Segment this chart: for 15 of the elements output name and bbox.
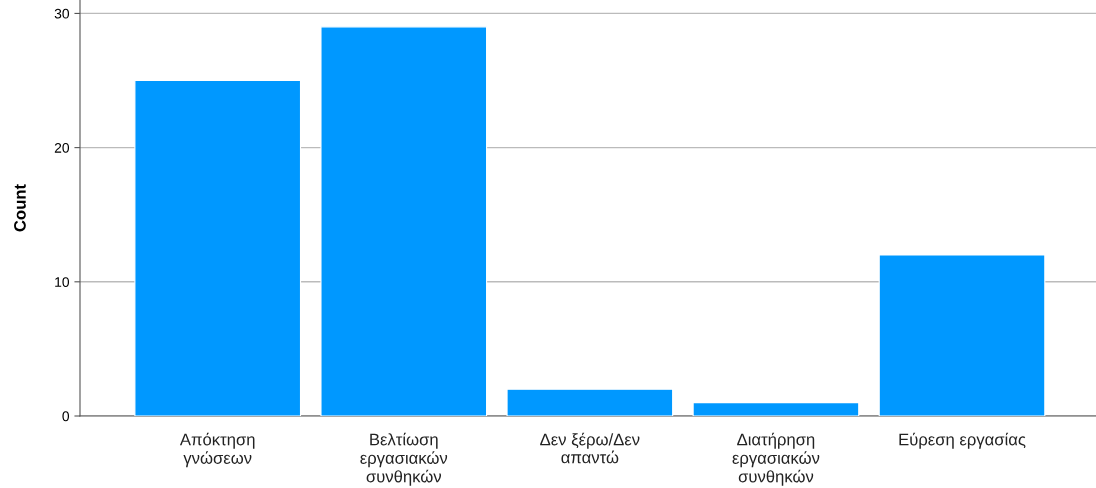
x-tick-label: Δεν ξέρω/Δεν απαντώ	[540, 432, 640, 464]
bar	[692, 402, 860, 416]
y-tick-label: 10	[55, 277, 70, 287]
y-tick-label: 0	[62, 411, 70, 422]
bar	[134, 79, 302, 416]
x-tick-label: Απόκτηση γνώσεων	[179, 432, 255, 468]
bar	[506, 388, 674, 416]
y-axis-title: Count	[14, 184, 26, 232]
x-tick-label: Βελτίωση εργασιακών συνθηκών	[360, 432, 448, 486]
x-tick-label: Εύρεση εργασίας	[899, 432, 1026, 449]
bar	[320, 26, 488, 416]
y-tick-label: 30	[54, 8, 70, 19]
bar	[878, 254, 1046, 416]
y-tick-label: 20	[54, 142, 70, 153]
x-tick-label: Διατήρηση εργασιακών συνθηκών	[732, 432, 820, 486]
